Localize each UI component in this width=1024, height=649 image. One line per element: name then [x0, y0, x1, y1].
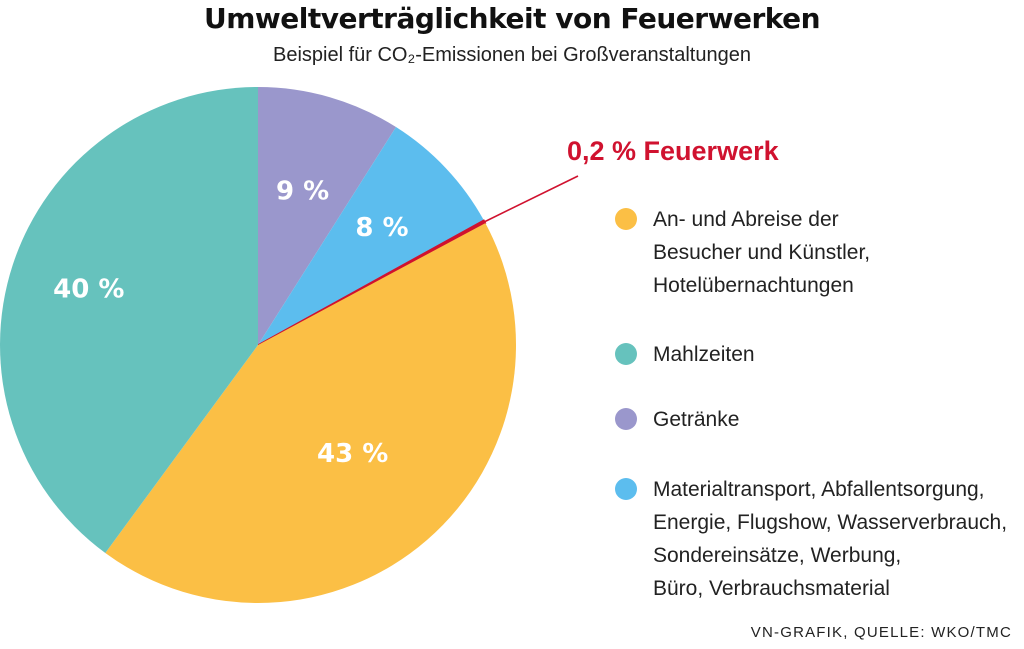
pie-slice-1	[258, 87, 396, 345]
source-note: VN-GRAFIK, QUELLE: WKO/TMC	[750, 624, 1012, 641]
legend-circle-icon	[615, 408, 637, 430]
legend-circle-icon	[615, 208, 637, 230]
legend-label-line: An- und Abreise der	[653, 208, 839, 231]
legend-circle-icon	[615, 343, 637, 365]
legend-label: Materialtransport, Abfallentsorgung, Ener…	[653, 473, 1024, 605]
legend-label-line: Büro, Verbrauchsmaterial	[653, 577, 890, 600]
legend-label-line: Getränke	[653, 408, 740, 431]
legend-label-line: Mahlzeiten	[653, 343, 755, 366]
legend-label: Getränke	[653, 403, 1024, 436]
legend-label-line: Materialtransport, Abfallentsorgung,	[653, 478, 985, 501]
legend-label: An- und Abreise der Besucher und Künstler…	[653, 203, 1024, 302]
legend-circle-icon	[615, 478, 637, 500]
callout-feuerwerk: 0,2 % Feuerwerk	[567, 136, 779, 166]
pie-label-4: 43 %	[317, 439, 388, 469]
pie-label-2: 8 %	[355, 213, 408, 243]
legend-label: Mahlzeiten	[653, 338, 1024, 371]
legend-label-line: Sondereinsätze, Werbung,	[653, 544, 902, 567]
pie-label-1: 9 %	[276, 176, 329, 206]
chart-subtitle: Beispiel für CO₂-Emissionen bei Großvera…	[273, 44, 751, 66]
pie-slices	[0, 87, 516, 603]
pie-slice-5	[0, 87, 258, 553]
pie-labels: 9 % 8 % 43 % 40 %	[53, 176, 408, 469]
callout-leader-line	[482, 175, 579, 224]
pie-slice-2	[258, 127, 484, 345]
pie-label-5: 40 %	[53, 275, 124, 305]
chart-title: Umweltverträglichkeit von Feuerwerken	[203, 2, 821, 35]
pie-slice-4	[105, 223, 516, 603]
legend-label-line: Energie, Flugshow, Wasserverbrauch,	[653, 511, 1008, 534]
legend-label-line: Besucher und Künstler,	[653, 241, 871, 264]
legend-label-line: Hotelübernachtungen	[653, 274, 854, 297]
